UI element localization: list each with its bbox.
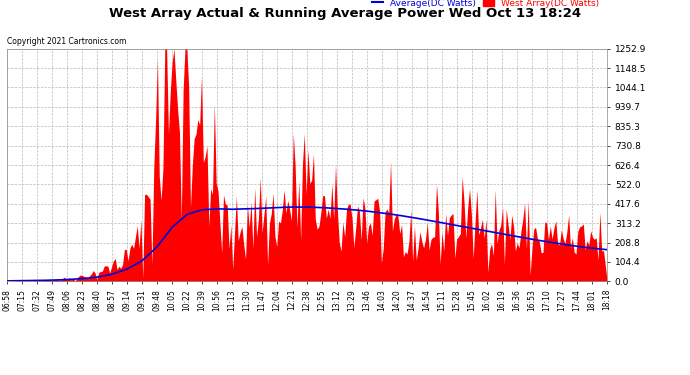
Legend: Average(DC Watts), West Array(DC Watts): Average(DC Watts), West Array(DC Watts) bbox=[368, 0, 602, 11]
Text: West Array Actual & Running Average Power Wed Oct 13 18:24: West Array Actual & Running Average Powe… bbox=[109, 8, 581, 21]
Text: Copyright 2021 Cartronics.com: Copyright 2021 Cartronics.com bbox=[7, 38, 126, 46]
